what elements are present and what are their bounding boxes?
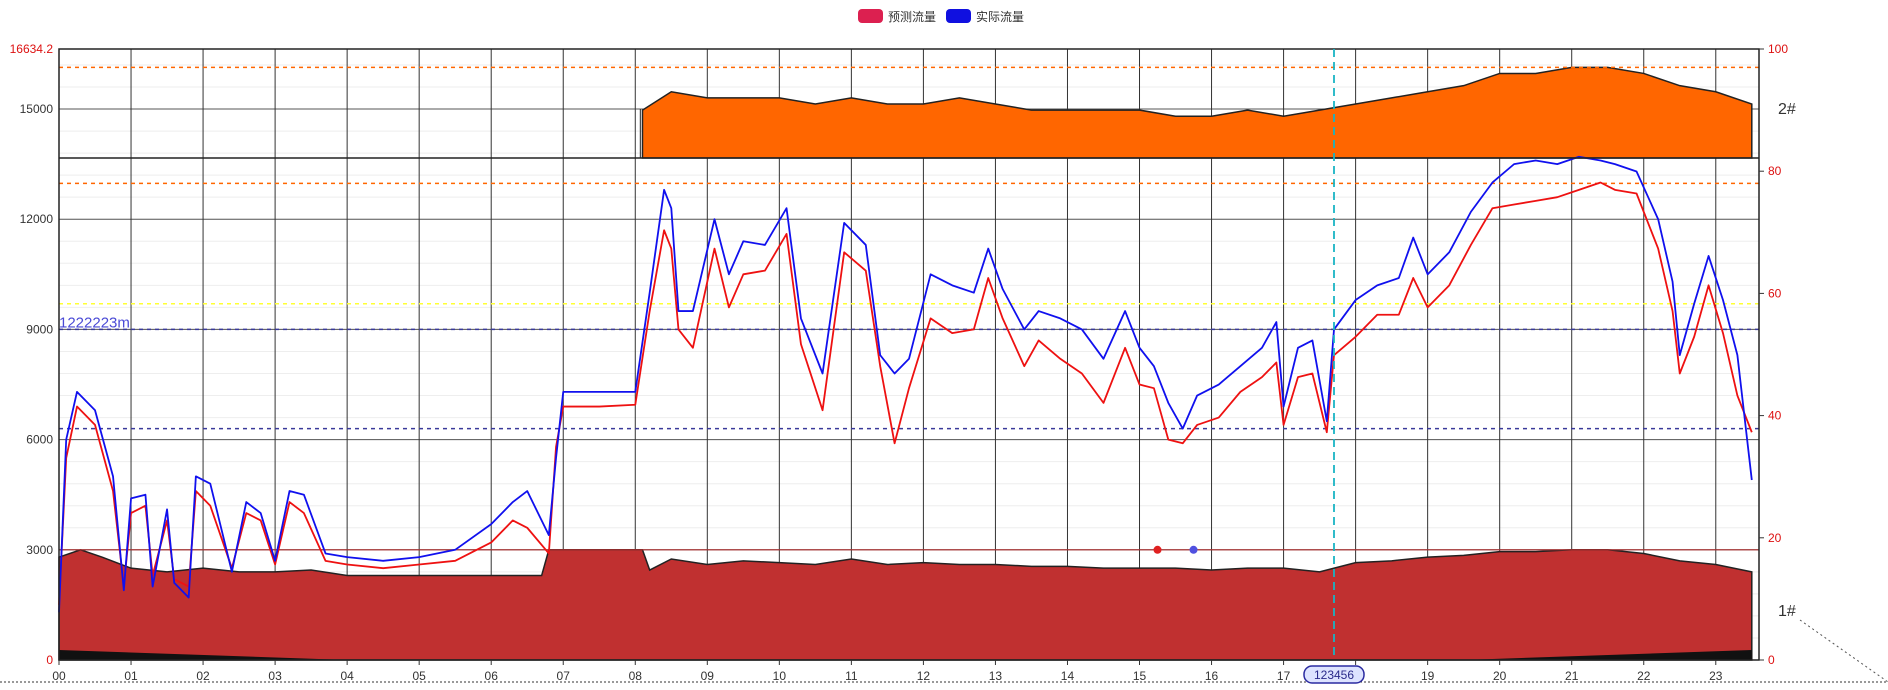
- corner-dashed-rule: [1799, 619, 1888, 683]
- legend-label-actual: 实际流量: [976, 9, 1025, 24]
- legend-label-predicted: 预测流量: [888, 9, 937, 24]
- axis-pointer-label: 123456: [1314, 668, 1354, 682]
- y-left-tick-label: 3000: [26, 543, 53, 557]
- legend-item-predicted[interactable]: 预测流量: [858, 8, 936, 25]
- x-tick-label: 19: [1421, 669, 1435, 683]
- x-tick-label: 05: [412, 669, 426, 683]
- x-tick-label: 13: [989, 669, 1003, 683]
- axes: 00 01 02 03 04 05 06 07 08 09 10 11 12 13 14 15 16 17 19 20…: [10, 42, 1796, 683]
- panel-label-bottom: 1#: [1778, 603, 1796, 620]
- legend: 预测流量 实际流量: [858, 6, 1024, 26]
- reference-lines: 1222223m: [59, 66, 1759, 551]
- x-tick-label: 16: [1205, 669, 1219, 683]
- area-bottom-panel: [58, 549, 1753, 661]
- line-series-actual[interactable]: [58, 155, 1753, 613]
- x-tick-label: 06: [485, 669, 499, 683]
- y-left-tick-label: 6000: [26, 433, 53, 447]
- y-right-tick-label: 60: [1768, 286, 1782, 300]
- x-tick-label: 23: [1709, 669, 1723, 683]
- x-tick-label: 14: [1061, 669, 1075, 683]
- area-base-wedge-left: [59, 650, 348, 660]
- line-series: [58, 155, 1753, 613]
- area-top-panel: [641, 66, 1753, 159]
- x-tick-label: 22: [1637, 669, 1651, 683]
- x-tick-label: 15: [1133, 669, 1147, 683]
- x-tick-label: 00: [52, 669, 66, 683]
- x-tick-label: 21: [1565, 669, 1579, 683]
- y-left-tick-label: 15000: [20, 102, 54, 116]
- line-series-predicted[interactable]: [58, 181, 1753, 605]
- panel-label-top: 2#: [1778, 101, 1796, 118]
- x-tick-label: 07: [557, 669, 571, 683]
- x-tick-label: 11: [845, 669, 858, 683]
- y-right-tick-label: 80: [1768, 164, 1782, 178]
- x-tick-label: 03: [268, 669, 282, 683]
- plot-frame: [0, 48, 1888, 683]
- overlay: 123456: [1153, 49, 1365, 684]
- y-left-max-label: 16634.2: [10, 42, 54, 56]
- x-tick-label: 01: [124, 669, 138, 683]
- x-tick-label: 09: [701, 669, 715, 683]
- y-left-tick-label: 12000: [20, 212, 54, 226]
- reference-line-label: 1222223m: [59, 314, 130, 331]
- x-tick-label: 08: [629, 669, 643, 683]
- legend-swatch-predicted: [858, 9, 883, 23]
- y-left-tick-label: 9000: [26, 322, 53, 336]
- y-right-tick-label: 0: [1768, 653, 1775, 667]
- area-series: [58, 66, 1753, 661]
- y-right-tick-label: 40: [1768, 409, 1782, 423]
- area-base-wedge-right: [1463, 650, 1752, 660]
- y-right-tick-label: 100: [1768, 42, 1788, 56]
- legend-swatch-actual: [946, 9, 972, 23]
- data-marker[interactable]: [1153, 545, 1162, 554]
- y-right-tick-label: 20: [1768, 531, 1782, 545]
- x-tick-label: 10: [773, 669, 787, 683]
- legend-item-actual[interactable]: 实际流量: [946, 8, 1024, 25]
- axis-pointer-badge[interactable]: [1303, 665, 1365, 684]
- y-left-tick-label: 0: [46, 653, 53, 667]
- x-tick-label: 17: [1277, 669, 1291, 683]
- plot-border: [58, 48, 1760, 661]
- x-tick-label: 12: [917, 669, 931, 683]
- x-tick-label: 20: [1493, 669, 1507, 683]
- x-tick-label: 02: [196, 669, 210, 683]
- x-tick-label: 04: [340, 669, 354, 683]
- data-marker[interactable]: [1189, 545, 1198, 554]
